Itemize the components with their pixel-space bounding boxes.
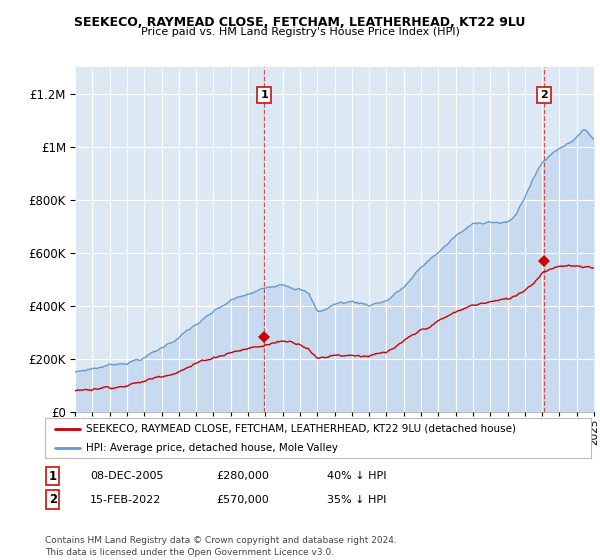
Text: 1: 1 — [260, 90, 268, 100]
Text: 2: 2 — [541, 90, 548, 100]
Text: HPI: Average price, detached house, Mole Valley: HPI: Average price, detached house, Mole… — [86, 443, 338, 453]
Text: Contains HM Land Registry data © Crown copyright and database right 2024.
This d: Contains HM Land Registry data © Crown c… — [45, 536, 397, 557]
Text: SEEKECO, RAYMEAD CLOSE, FETCHAM, LEATHERHEAD, KT22 9LU (detached house): SEEKECO, RAYMEAD CLOSE, FETCHAM, LEATHER… — [86, 424, 516, 433]
Text: 08-DEC-2005: 08-DEC-2005 — [90, 471, 163, 481]
Text: £570,000: £570,000 — [216, 494, 269, 505]
Text: SEEKECO, RAYMEAD CLOSE, FETCHAM, LEATHERHEAD, KT22 9LU: SEEKECO, RAYMEAD CLOSE, FETCHAM, LEATHER… — [74, 16, 526, 29]
Text: £280,000: £280,000 — [216, 471, 269, 481]
Text: 2: 2 — [49, 493, 57, 506]
Text: 40% ↓ HPI: 40% ↓ HPI — [327, 471, 386, 481]
Text: Price paid vs. HM Land Registry's House Price Index (HPI): Price paid vs. HM Land Registry's House … — [140, 27, 460, 37]
Text: 1: 1 — [49, 469, 57, 483]
Text: 15-FEB-2022: 15-FEB-2022 — [90, 494, 161, 505]
Text: 35% ↓ HPI: 35% ↓ HPI — [327, 494, 386, 505]
